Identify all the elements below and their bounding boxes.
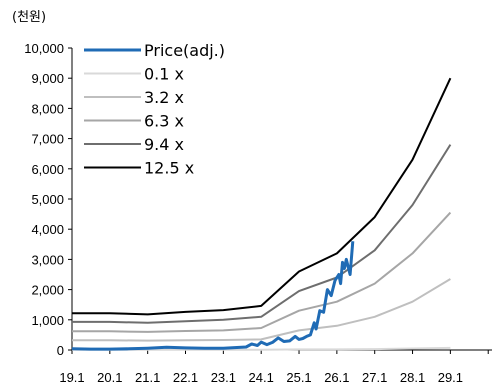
series-line-price-adj- — [71, 241, 355, 351]
legend-label: 6.3 x — [144, 112, 184, 131]
unit-label: (천원) — [12, 10, 46, 25]
y-tick-label: 1,000 — [31, 313, 64, 328]
legend-label: 0.1 x — [144, 65, 184, 84]
y-tick-label: 9,000 — [31, 71, 64, 86]
plot-lines — [71, 77, 452, 351]
legend-label: 3.2 x — [144, 88, 184, 107]
x-axis: 19.1 20.1 21.1 22.1 23.1 24.1 25.1 26.1 27.1 28.1… — [59, 349, 492, 385]
x-tick-label: 28.1 — [400, 370, 425, 385]
legend-label: Price(adj.) — [144, 41, 225, 60]
x-tick-label: 27.1 — [362, 370, 387, 385]
series-line-3-2-x — [72, 278, 451, 342]
series-line-6-3-x — [72, 211, 452, 333]
x-tick-label: 23.1 — [211, 370, 236, 385]
x-tick-label: 26.1 — [324, 370, 349, 385]
series-line-12-5-x — [72, 77, 452, 316]
x-tick-label: 24.1 — [249, 370, 274, 385]
x-tick-label: 29.1 — [438, 370, 463, 385]
y-tick-label: 2,000 — [31, 283, 64, 298]
legend: Price(adj.) 0.1 x 3.2 x 6.3 x 9.4 x 12.5 x — [80, 41, 270, 182]
y-tick-label: 6,000 — [31, 162, 64, 177]
y-axis: 0 1,000 2,000 3,000 4,000 5,000 6,000 7,000 8,00… — [24, 41, 73, 358]
x-tick-label: 25.1 — [286, 370, 311, 385]
x-tick-label: 21.1 — [135, 370, 160, 385]
x-tick-label: 19.1 — [59, 370, 84, 385]
legend-background — [80, 42, 270, 182]
y-tick-label: 5,000 — [31, 192, 64, 207]
y-tick-label: 7,000 — [31, 132, 64, 147]
y-tick-label: 4,000 — [31, 222, 64, 237]
series-line-9-4-x — [72, 144, 452, 324]
y-tick-label: 0 — [57, 343, 64, 358]
legend-label: 12.5 x — [144, 159, 194, 178]
y-tick-label: 8,000 — [31, 101, 64, 116]
x-tick-label: 20.1 — [97, 370, 122, 385]
legend-label: 9.4 x — [144, 135, 184, 154]
y-tick-label: 10,000 — [24, 41, 64, 56]
x-tick-label: 22.1 — [173, 370, 198, 385]
y-tick-label: 3,000 — [31, 252, 64, 267]
